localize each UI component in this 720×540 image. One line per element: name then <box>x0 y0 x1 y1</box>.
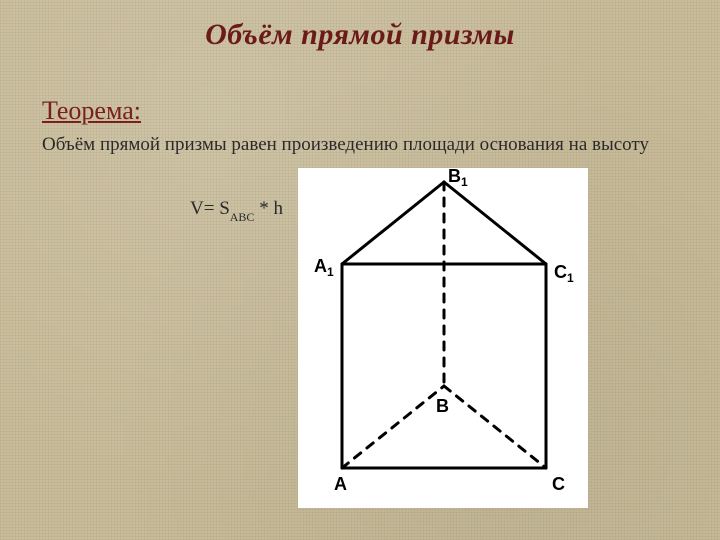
vertex-label-b1: B1 <box>448 168 468 189</box>
slide-title: Объём прямой призмы <box>0 18 720 52</box>
theorem-label: Теорема: <box>42 96 141 126</box>
formula-s: S <box>219 198 230 219</box>
prism-diagram: A1 B1 C1 A B C <box>298 168 588 508</box>
vertex-label-a: A <box>334 474 347 494</box>
vertex-label-a1: A1 <box>314 256 334 279</box>
vertex-label-b: B <box>436 396 449 416</box>
theorem-text: Объём прямой призмы равен произведению п… <box>42 132 682 158</box>
formula: V= SABC * h <box>190 198 283 223</box>
formula-tail: * h <box>259 198 283 219</box>
formula-lhs: V= <box>190 198 214 219</box>
slide: Объём прямой призмы Теорема: Объём прямо… <box>0 0 720 540</box>
prism-svg: A1 B1 C1 A B C <box>298 168 588 508</box>
vertex-label-c: C <box>552 474 565 494</box>
vertex-label-c1: C1 <box>554 262 574 285</box>
formula-sub: ABC <box>230 210 255 224</box>
